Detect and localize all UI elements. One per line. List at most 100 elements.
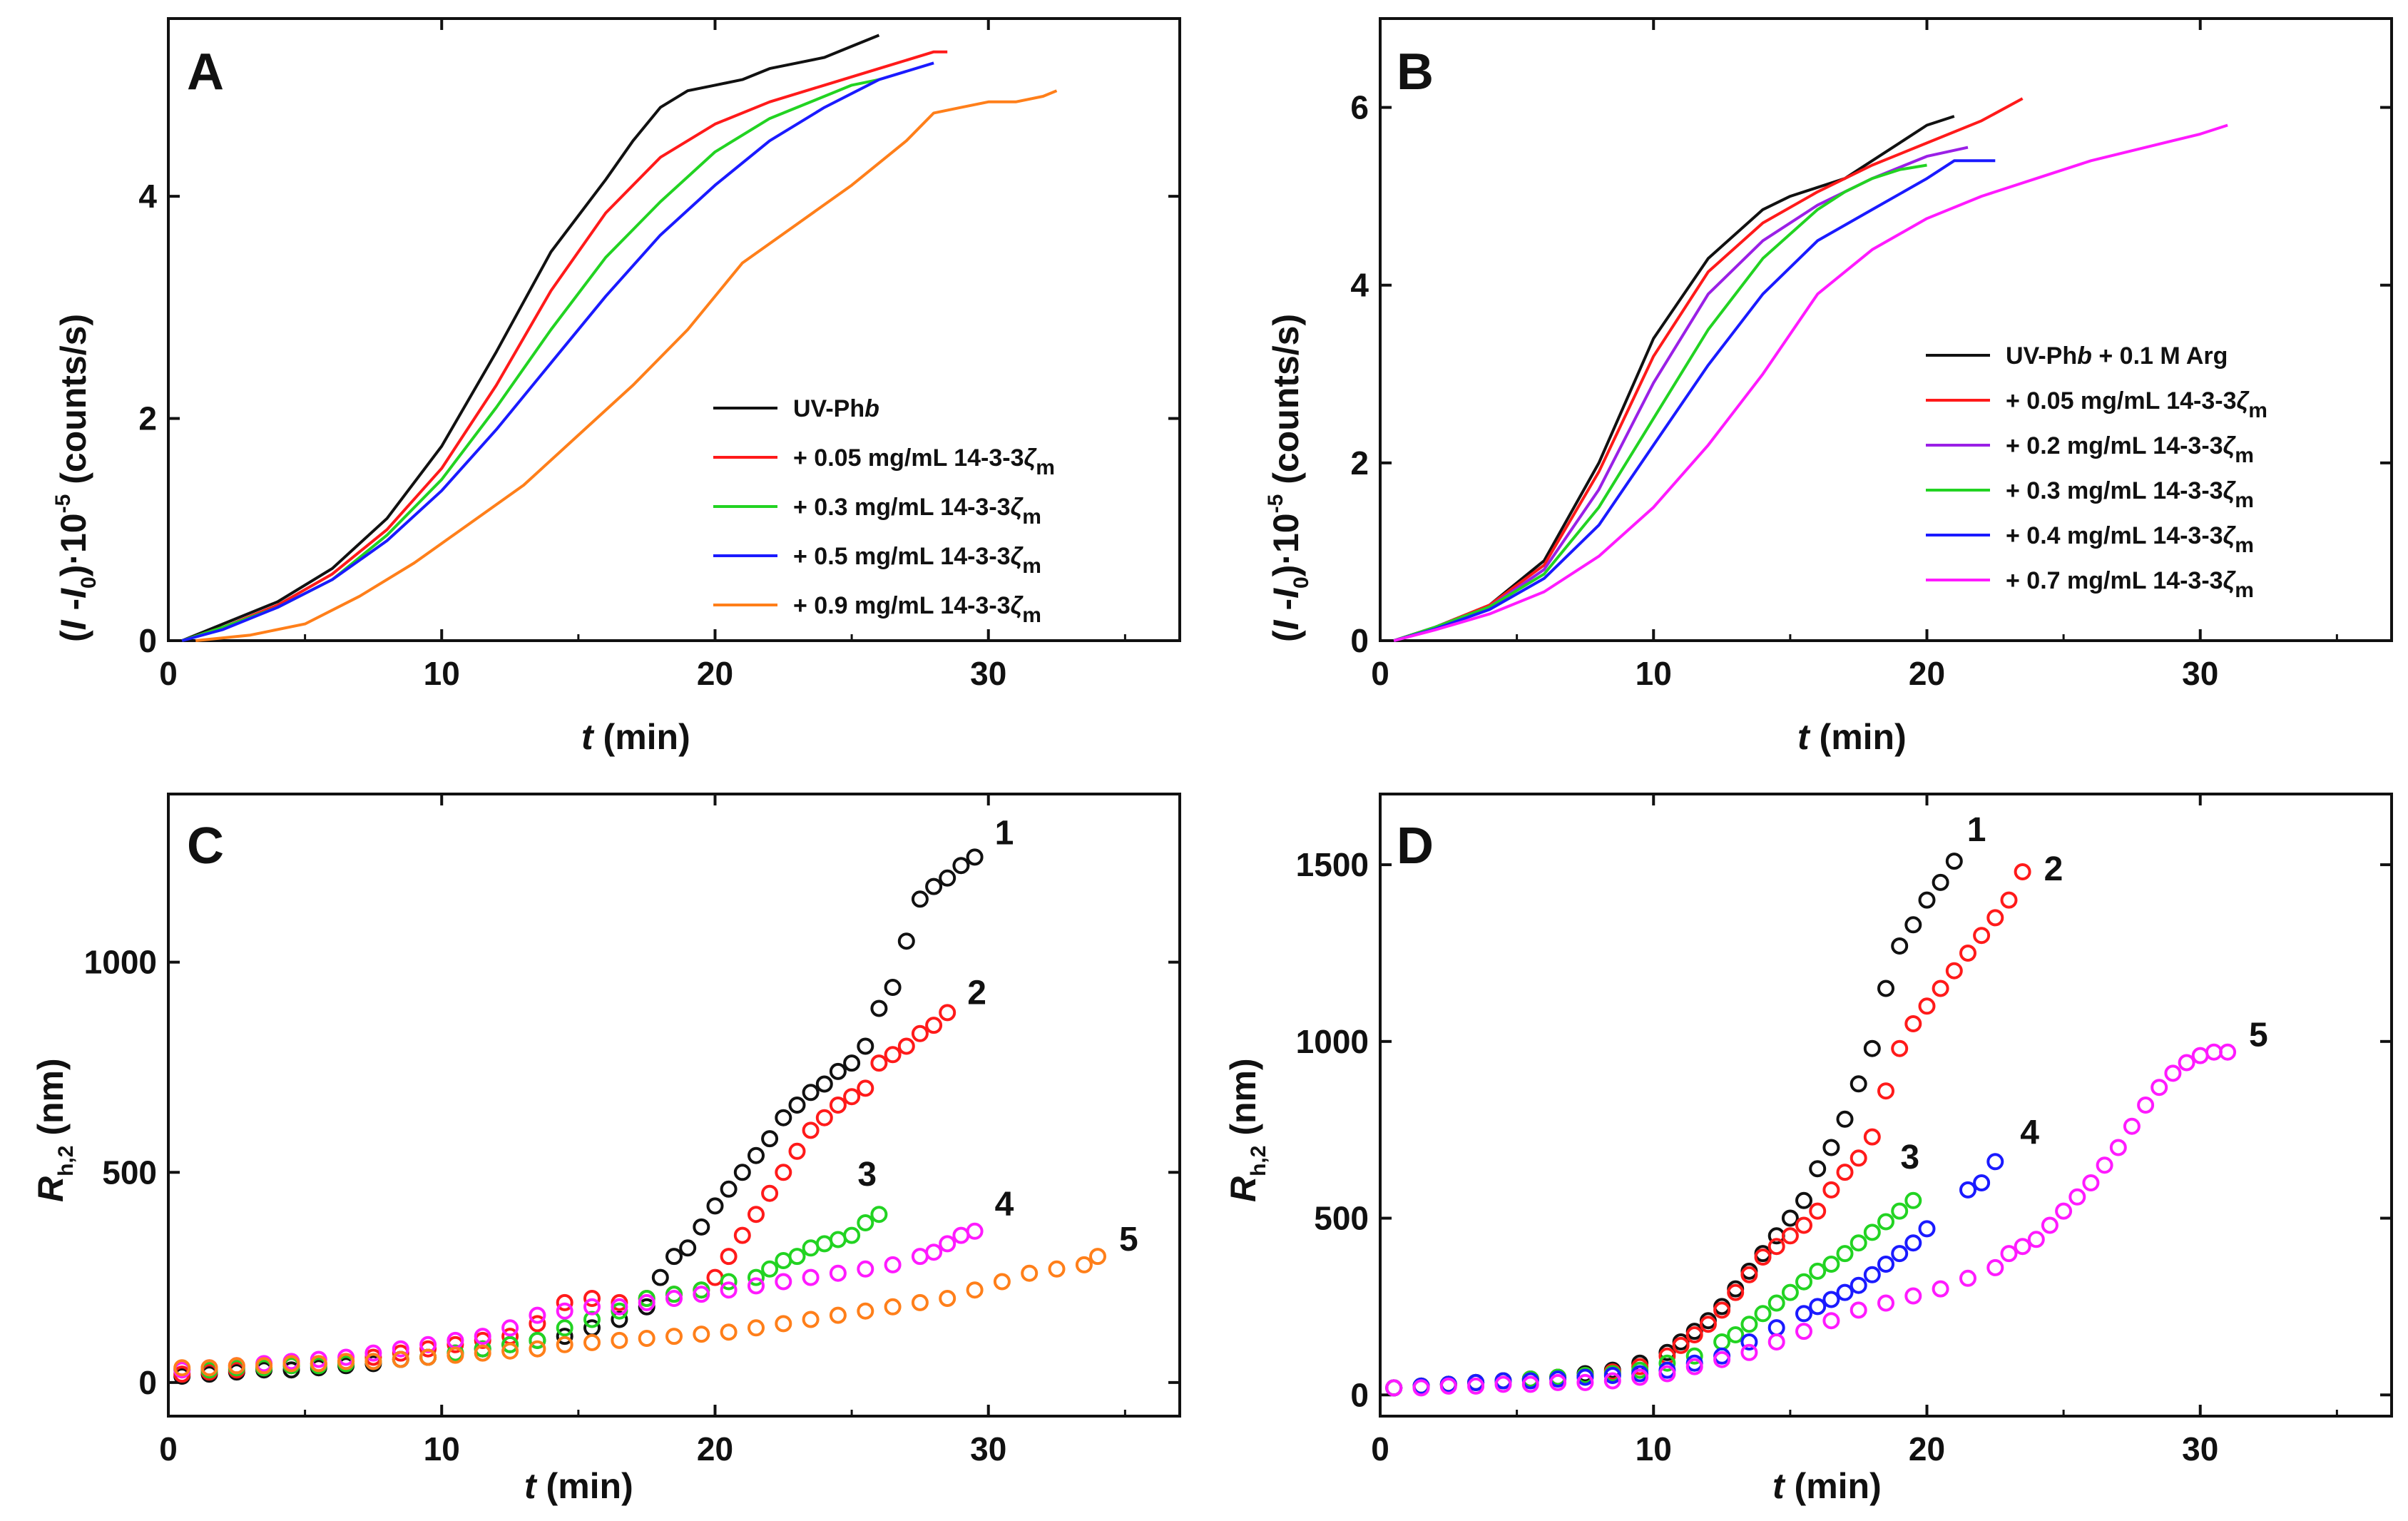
data-point	[748, 1206, 765, 1224]
data-point	[419, 1336, 437, 1353]
data-point	[2151, 1079, 2168, 1097]
data-point	[556, 1328, 573, 1346]
y-ticks: 0 500 1000 1500	[1296, 846, 2392, 1413]
panel-label: B	[1397, 44, 1434, 101]
y-tick-label: 4	[1350, 267, 1369, 304]
data-point	[1089, 1248, 1106, 1266]
data-point	[802, 1121, 820, 1139]
data-point	[1685, 1347, 1703, 1365]
data-point	[665, 1248, 683, 1266]
x-tick-label: 20	[1909, 655, 1945, 692]
x-tick-label: 0	[159, 655, 178, 692]
data-point	[583, 1333, 601, 1351]
data-point	[1877, 1213, 1894, 1231]
data-point	[802, 1311, 820, 1328]
data-point	[829, 1306, 847, 1324]
data-point	[761, 1130, 779, 1148]
data-point	[1836, 1283, 1854, 1301]
data-point	[1795, 1305, 1812, 1323]
data-point	[775, 1273, 792, 1291]
legend-entry: + 0.9 mg/mL 14-3-3ζm	[793, 592, 1041, 627]
series-line	[195, 89, 1058, 642]
data-point	[611, 1311, 628, 1328]
series-end-label: 2	[2044, 850, 2063, 888]
x-tick-label: 10	[424, 1430, 460, 1467]
data-point	[1863, 1266, 1881, 1283]
data-point	[775, 1164, 792, 1181]
data-point	[1603, 1372, 1621, 1390]
data-point	[1713, 1333, 1731, 1350]
data-point	[720, 1180, 738, 1198]
data-point	[925, 1243, 943, 1261]
data-point	[1891, 1202, 1909, 1220]
data-point	[925, 1017, 943, 1034]
data-point	[1822, 1139, 1840, 1156]
data-point	[897, 1037, 915, 1055]
series-end-label: 3	[1900, 1139, 1919, 1176]
data-point	[815, 1075, 833, 1093]
data-point	[1809, 1202, 1827, 1220]
data-point	[843, 1054, 861, 1072]
data-point	[2041, 1216, 2058, 1234]
data-point	[1781, 1209, 1799, 1227]
data-point	[310, 1355, 327, 1373]
x-tick-label: 0	[1371, 655, 1389, 692]
y-tick-label: 4	[138, 178, 157, 215]
panel-b: B 0 10 20 30 0 2 4 6 t (min) (I -I0)·10-5 (cou…	[1264, 17, 2393, 757]
data-point	[1904, 1234, 1922, 1252]
plot-frame	[1379, 17, 2393, 642]
data-point	[1685, 1358, 1703, 1375]
data-point	[1863, 1128, 1881, 1146]
series-line	[181, 34, 880, 642]
data-point	[173, 1359, 191, 1377]
y-axis-title: Rh,2 (nm)	[1223, 1058, 1270, 1202]
data-point	[884, 1298, 902, 1316]
y-tick-label: 2	[1350, 444, 1369, 482]
data-point	[282, 1355, 300, 1373]
series-line	[1393, 123, 2228, 642]
data-point	[1699, 1316, 1717, 1333]
data-point	[1986, 1258, 2004, 1276]
data-point	[857, 1302, 874, 1320]
y-axis-title: Rh,2 (nm)	[31, 1058, 78, 1202]
data-point	[1740, 1343, 1758, 1361]
data-point	[1850, 1149, 1867, 1167]
legend-entry: + 0.05 mg/mL 14-3-3ζm	[793, 444, 1055, 479]
data-point	[1918, 891, 1936, 909]
data-point	[228, 1357, 245, 1375]
data-point	[1973, 927, 1991, 945]
legend-entry: + 0.05 mg/mL 14-3-3ζm	[2006, 387, 2267, 422]
panel-label: A	[187, 44, 224, 101]
data-point	[1713, 1350, 1731, 1368]
data-point	[679, 1239, 697, 1257]
data-point	[720, 1281, 738, 1299]
data-point	[693, 1218, 710, 1236]
data-point	[1904, 1015, 1922, 1032]
data-point	[1631, 1368, 1649, 1386]
data-point	[1904, 916, 1922, 934]
x-tick-label: 10	[1636, 1430, 1672, 1467]
data-point	[1959, 1181, 1976, 1199]
data-point	[474, 1328, 491, 1346]
data-point	[748, 1146, 765, 1164]
data-point	[1521, 1375, 1539, 1393]
data-point	[1727, 1326, 1745, 1343]
data-point	[966, 1281, 984, 1299]
data-point	[1576, 1373, 1594, 1391]
data-point	[843, 1226, 861, 1244]
data-point	[1809, 1262, 1827, 1280]
x-tick-label: 10	[1636, 655, 1672, 692]
data-point	[2096, 1156, 2113, 1174]
data-point	[829, 1231, 847, 1248]
data-point	[337, 1353, 355, 1370]
x-axis-title: t (min)	[524, 1466, 633, 1506]
y-ticks: 0 2 4	[138, 178, 1180, 659]
data-point	[529, 1315, 546, 1333]
data-point	[857, 1037, 874, 1055]
series-line	[181, 50, 948, 642]
data-point	[911, 1248, 929, 1266]
data-point	[1754, 1248, 1772, 1266]
data-point	[1822, 1312, 1840, 1330]
data-point	[693, 1326, 710, 1343]
x-axis-title-unit: (min)	[536, 1466, 633, 1506]
